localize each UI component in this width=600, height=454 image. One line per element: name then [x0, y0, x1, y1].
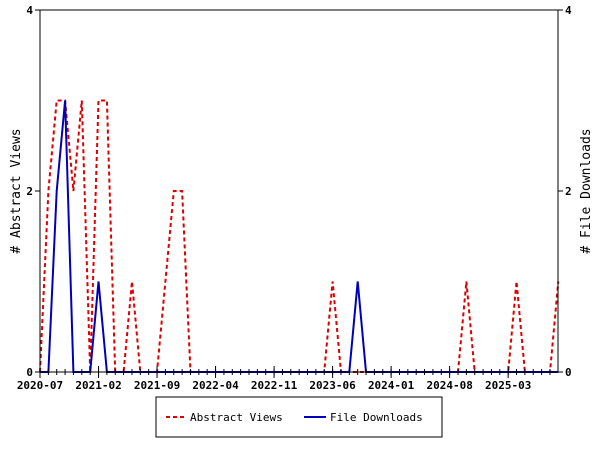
x-tick-label: 2024-08: [426, 379, 472, 392]
y-tick-label-left: 0: [26, 366, 33, 379]
y-axis-right-label: # File Downloads: [579, 128, 594, 253]
series-line-file-downloads: [40, 101, 558, 373]
x-tick-label: 2022-11: [251, 379, 298, 392]
x-tick-label: 2024-01: [368, 379, 415, 392]
x-tick-label: 2023-06: [309, 379, 356, 392]
y-tick-label-right: 2: [565, 185, 572, 198]
legend: Abstract Views File Downloads: [156, 397, 442, 437]
x-tick-label: 2020-07: [17, 379, 63, 392]
series-line-abstract-views: [40, 101, 558, 373]
y-axis-left-label: # Abstract Views: [9, 128, 24, 253]
y-tick-label-left: 4: [26, 4, 33, 17]
x-tick-label: 2021-02: [75, 379, 121, 392]
y-tick-label-right: 4: [565, 4, 572, 17]
plot-frame: [40, 10, 558, 372]
x-tick-label: 2021-09: [134, 379, 180, 392]
y-tick-label-right: 0: [565, 366, 572, 379]
y-tick-label-left: 2: [26, 185, 33, 198]
x-tick-label: 2022-04: [192, 379, 239, 392]
x-tick-label: 2025-03: [485, 379, 531, 392]
legend-label-file-downloads: File Downloads: [330, 411, 423, 424]
legend-label-abstract-views: Abstract Views: [190, 411, 283, 424]
